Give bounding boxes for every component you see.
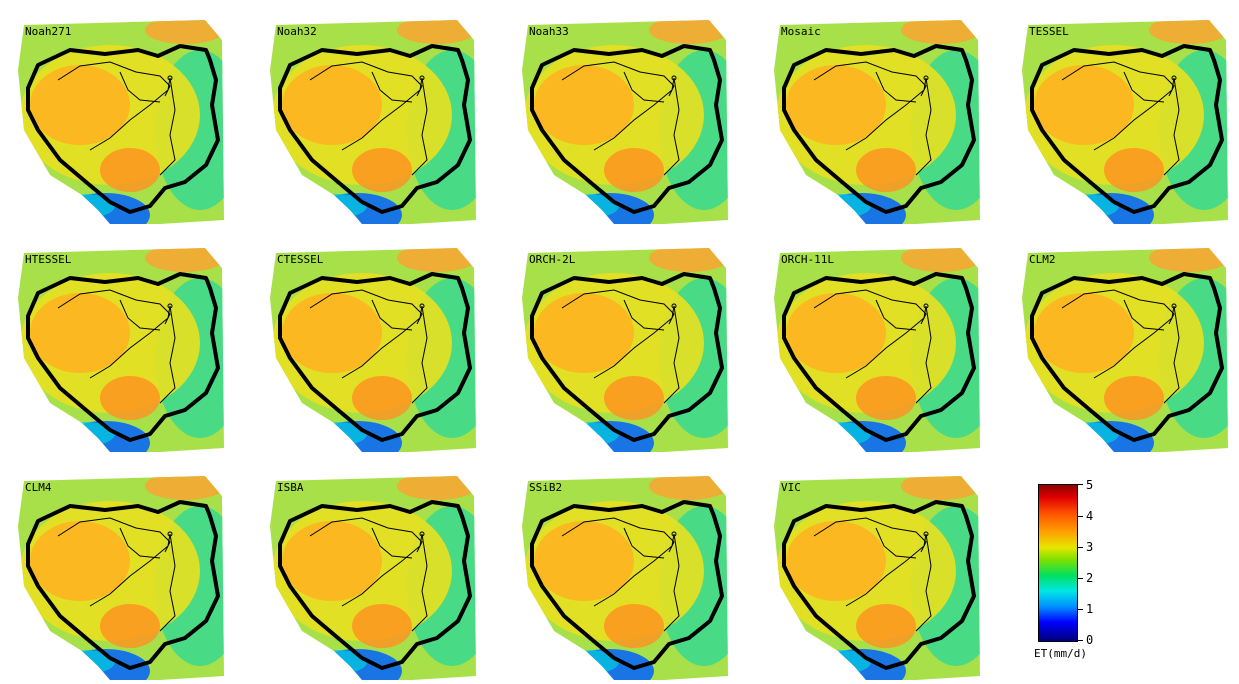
et-map: [270, 476, 476, 680]
panel-label: SSiB2: [529, 481, 563, 494]
et-map: [522, 20, 728, 224]
panel-label: VIC: [781, 481, 801, 494]
et-map: [774, 476, 980, 680]
panel-label: ISBA: [277, 481, 304, 494]
panel-label: CTESSEL: [277, 253, 324, 266]
et-map: [270, 248, 476, 452]
map-panel: ISBA: [262, 466, 480, 684]
et-map: [18, 248, 224, 452]
et-map: [1022, 248, 1228, 452]
map-panel: CLM4: [10, 466, 228, 684]
map-panel: Noah33: [514, 10, 732, 228]
panel-label: CLM4: [25, 481, 52, 494]
panel-label: ORCH-2L: [529, 253, 576, 266]
et-map: [774, 20, 980, 224]
et-map: [522, 476, 728, 680]
colorbar-tick-3: 3: [1086, 540, 1094, 554]
colorbar-tick-0: 0: [1086, 633, 1094, 647]
colorbar-tick-4: 4: [1086, 509, 1094, 523]
et-map: [522, 248, 728, 452]
map-panel: HTESSEL: [10, 238, 228, 456]
colorbar-tick-2: 2: [1086, 571, 1094, 585]
colorbar-tick-1: 1: [1086, 602, 1094, 616]
panel-label: Noah33: [529, 25, 569, 38]
colorbar-gradient: [1038, 484, 1078, 642]
panel-label: Noah271: [25, 25, 72, 38]
et-map: [18, 476, 224, 680]
map-panel: VIC: [766, 466, 984, 684]
map-panel: Mosaic: [766, 10, 984, 228]
colorbar-tick-5: 5: [1086, 478, 1094, 492]
colorbar: 0 1 2 3 4 5 ET(mm/d): [1034, 479, 1148, 679]
panel-label: Noah32: [277, 25, 317, 38]
map-panel: SSiB2: [514, 466, 732, 684]
panel-label: TESSEL: [1029, 25, 1069, 38]
map-panel: ORCH-11L: [766, 238, 984, 456]
colorbar-title: ET(mm/d): [1034, 647, 1087, 660]
et-map: [774, 248, 980, 452]
et-map: [18, 20, 224, 224]
panel-label: CLM2: [1029, 253, 1056, 266]
map-panel: Noah271: [10, 10, 228, 228]
panel-label: ORCH-11L: [781, 253, 834, 266]
et-map: [270, 20, 476, 224]
map-panel: CLM2: [1014, 238, 1232, 456]
map-panel: ORCH-2L: [514, 238, 732, 456]
panel-label: Mosaic: [781, 25, 821, 38]
panel-label: HTESSEL: [25, 253, 72, 266]
map-panel: CTESSEL: [262, 238, 480, 456]
et-map: [1022, 20, 1228, 224]
map-panel: TESSEL: [1014, 10, 1232, 228]
map-panel: Noah32: [262, 10, 480, 228]
